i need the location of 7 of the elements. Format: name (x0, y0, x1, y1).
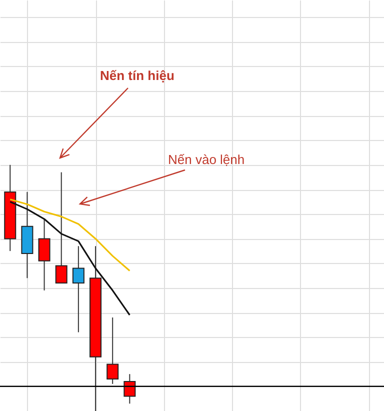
text: Nến tín hiệu (100, 68, 174, 83)
candlestick (106, 316, 119, 384)
candlestick (72, 246, 84, 333)
text: Nến vào lệnh (168, 152, 245, 167)
candlestick (38, 218, 50, 291)
candlestick (124, 374, 136, 404)
candlestick (55, 172, 68, 284)
